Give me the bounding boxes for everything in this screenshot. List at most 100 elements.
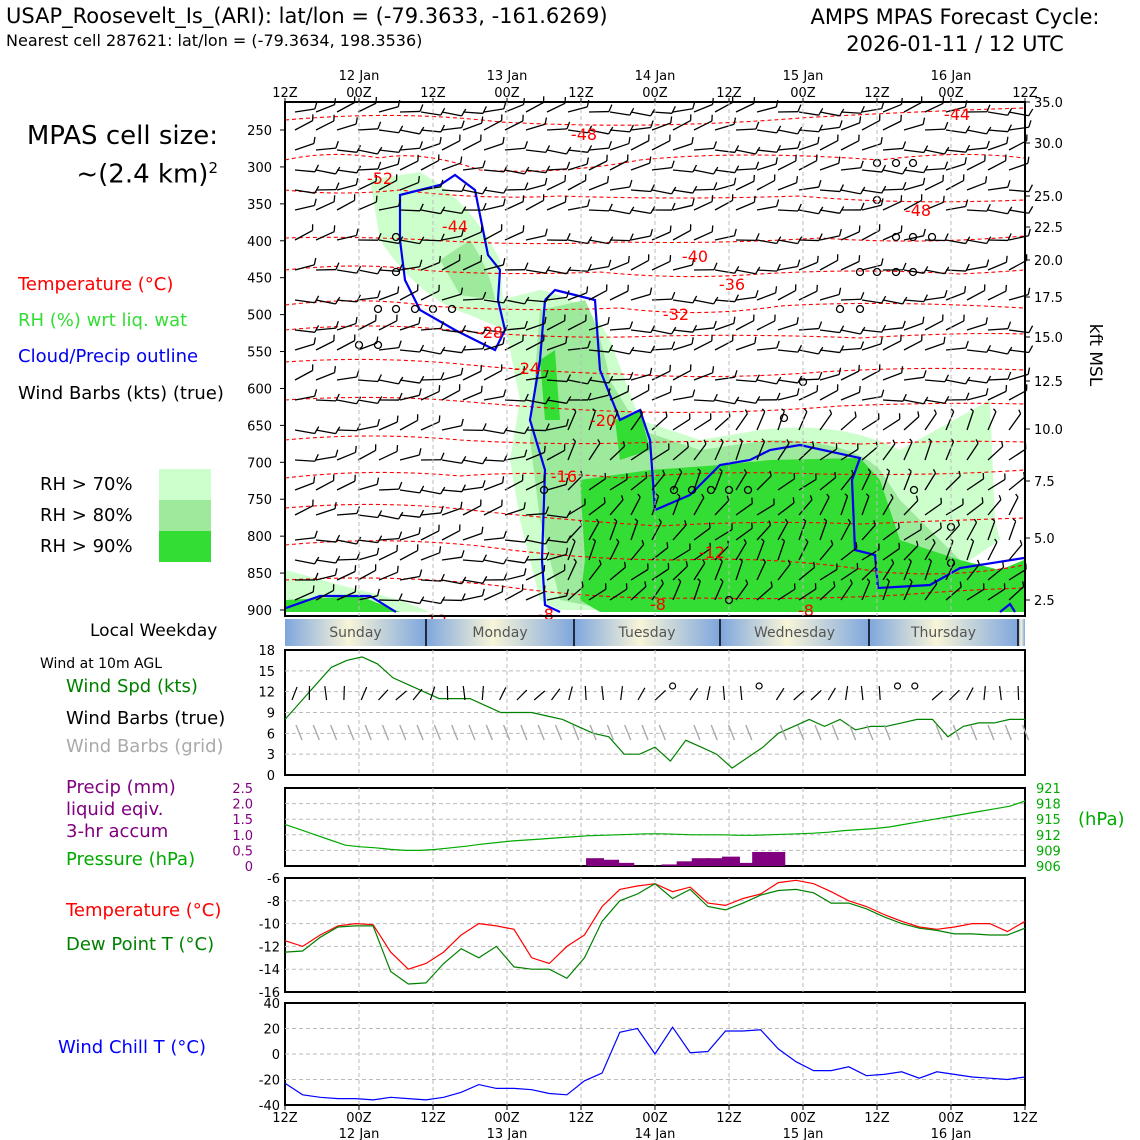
profile-barb	[693, 562, 706, 581]
surface-barb	[568, 686, 573, 701]
profile-barb	[630, 349, 651, 354]
profile-barb-flag	[922, 177, 926, 185]
top-time-tick: 12Z	[1012, 86, 1038, 101]
profile-barb	[357, 399, 378, 405]
profile-barb	[399, 239, 420, 245]
profile-barb	[441, 459, 462, 464]
profile-barb	[735, 560, 743, 581]
profile-barb-flag	[950, 408, 955, 412]
temp-contour-label: -36	[719, 275, 745, 294]
profile-barb-flag	[1028, 108, 1034, 117]
profile-barb-flag	[606, 176, 610, 183]
profile-barb-flag	[482, 480, 486, 488]
grid-barb	[831, 724, 839, 741]
profile-barb	[441, 389, 460, 401]
profile-barb-flag	[482, 341, 487, 349]
profile-barb	[966, 129, 987, 135]
profile-barb	[1008, 140, 1028, 151]
profile-barb	[714, 269, 735, 274]
profile-barb-flag	[1007, 321, 1012, 329]
weekday-label: Tuesday	[618, 625, 676, 641]
profile-barb	[441, 329, 462, 334]
profile-barb-flag	[503, 295, 509, 304]
profile-barb-flag	[944, 374, 950, 383]
calm-circle	[373, 340, 383, 350]
profile-barb-flag	[314, 572, 319, 581]
profile-barb	[966, 394, 987, 401]
profile-barb	[966, 442, 979, 461]
profile-barb-flag	[900, 225, 903, 232]
profile-barb-flag	[754, 336, 757, 344]
profile-barb	[315, 372, 335, 381]
profile-barb-flag	[745, 579, 749, 585]
profile-barb	[966, 588, 985, 601]
profile-barb	[714, 199, 733, 211]
profile-barb	[903, 269, 924, 274]
profile-barb	[630, 235, 651, 241]
profile-barb-flag	[734, 370, 738, 378]
profile-barb	[672, 169, 693, 173]
profile-barb	[861, 565, 877, 581]
profile-barb-flag	[572, 438, 576, 442]
profile-barb-flag	[768, 520, 772, 526]
grid-barb	[866, 724, 874, 741]
surface-calm	[668, 682, 677, 690]
profile-barb-flag	[932, 538, 936, 544]
profile-barb-flag	[818, 321, 823, 329]
weekday-cell	[426, 619, 574, 646]
local-weekday-label: Local Weekday	[90, 621, 218, 641]
bottom-day-label: 13 Jan	[487, 1127, 528, 1140]
profile-barb	[483, 591, 503, 601]
profile-barb-flag	[833, 581, 836, 587]
grid-barb	[364, 724, 372, 741]
top-time-tick: 00Z	[938, 86, 964, 101]
profile-barb	[819, 111, 840, 117]
profile-barb-flag	[355, 316, 358, 324]
profile-barb	[756, 379, 777, 385]
profile-barb-flag	[901, 366, 904, 373]
profile-barb	[987, 349, 1008, 355]
legend-rh: RH (%) wrt liq. wat	[18, 310, 188, 331]
profile-barb-flag	[866, 578, 871, 582]
profile-barb	[609, 520, 618, 541]
profile-barb	[357, 128, 379, 131]
profile-barb	[861, 418, 880, 431]
temp-contour-3	[284, 235, 1025, 245]
profile-barb-flag	[480, 385, 483, 393]
profile-barb	[945, 320, 965, 331]
profile-barb-flag	[739, 558, 743, 562]
profile-barb	[693, 188, 715, 191]
grid-barb	[883, 724, 891, 741]
profile-barb	[357, 379, 378, 383]
profile-barb	[966, 349, 987, 353]
profile-barb	[420, 143, 441, 151]
profile-barb	[525, 234, 546, 241]
pressure-tick-label: 650	[247, 419, 272, 434]
profile-barb	[987, 390, 1007, 401]
profile-barb	[525, 558, 547, 561]
profile-barb	[399, 290, 418, 301]
profile-barb	[462, 532, 483, 541]
profile-barb-flag	[650, 345, 656, 353]
profile-barb	[714, 123, 735, 131]
profile-barb	[567, 347, 588, 351]
profile-barb	[672, 108, 693, 113]
profile-barb-flag	[335, 262, 340, 270]
profile-barb-flag	[418, 527, 421, 535]
profile-barb	[420, 261, 440, 271]
profile-barb	[819, 235, 840, 241]
profile-barb	[525, 376, 546, 381]
profile-barb	[861, 143, 882, 151]
profile-barb	[525, 539, 546, 545]
bottom-time-tick: 12Z	[1012, 1111, 1038, 1126]
chill-tick-label: 20	[263, 1023, 280, 1038]
profile-barb	[735, 472, 747, 491]
profile-barb-flag	[743, 538, 747, 544]
profile-barb-flag	[701, 493, 705, 498]
profile-barb	[777, 182, 797, 191]
profile-barb	[1008, 568, 1027, 581]
profile-barb	[777, 394, 798, 401]
profile-barb-flag	[1027, 228, 1031, 236]
profile-barb	[315, 589, 334, 601]
profile-barb	[609, 261, 629, 271]
